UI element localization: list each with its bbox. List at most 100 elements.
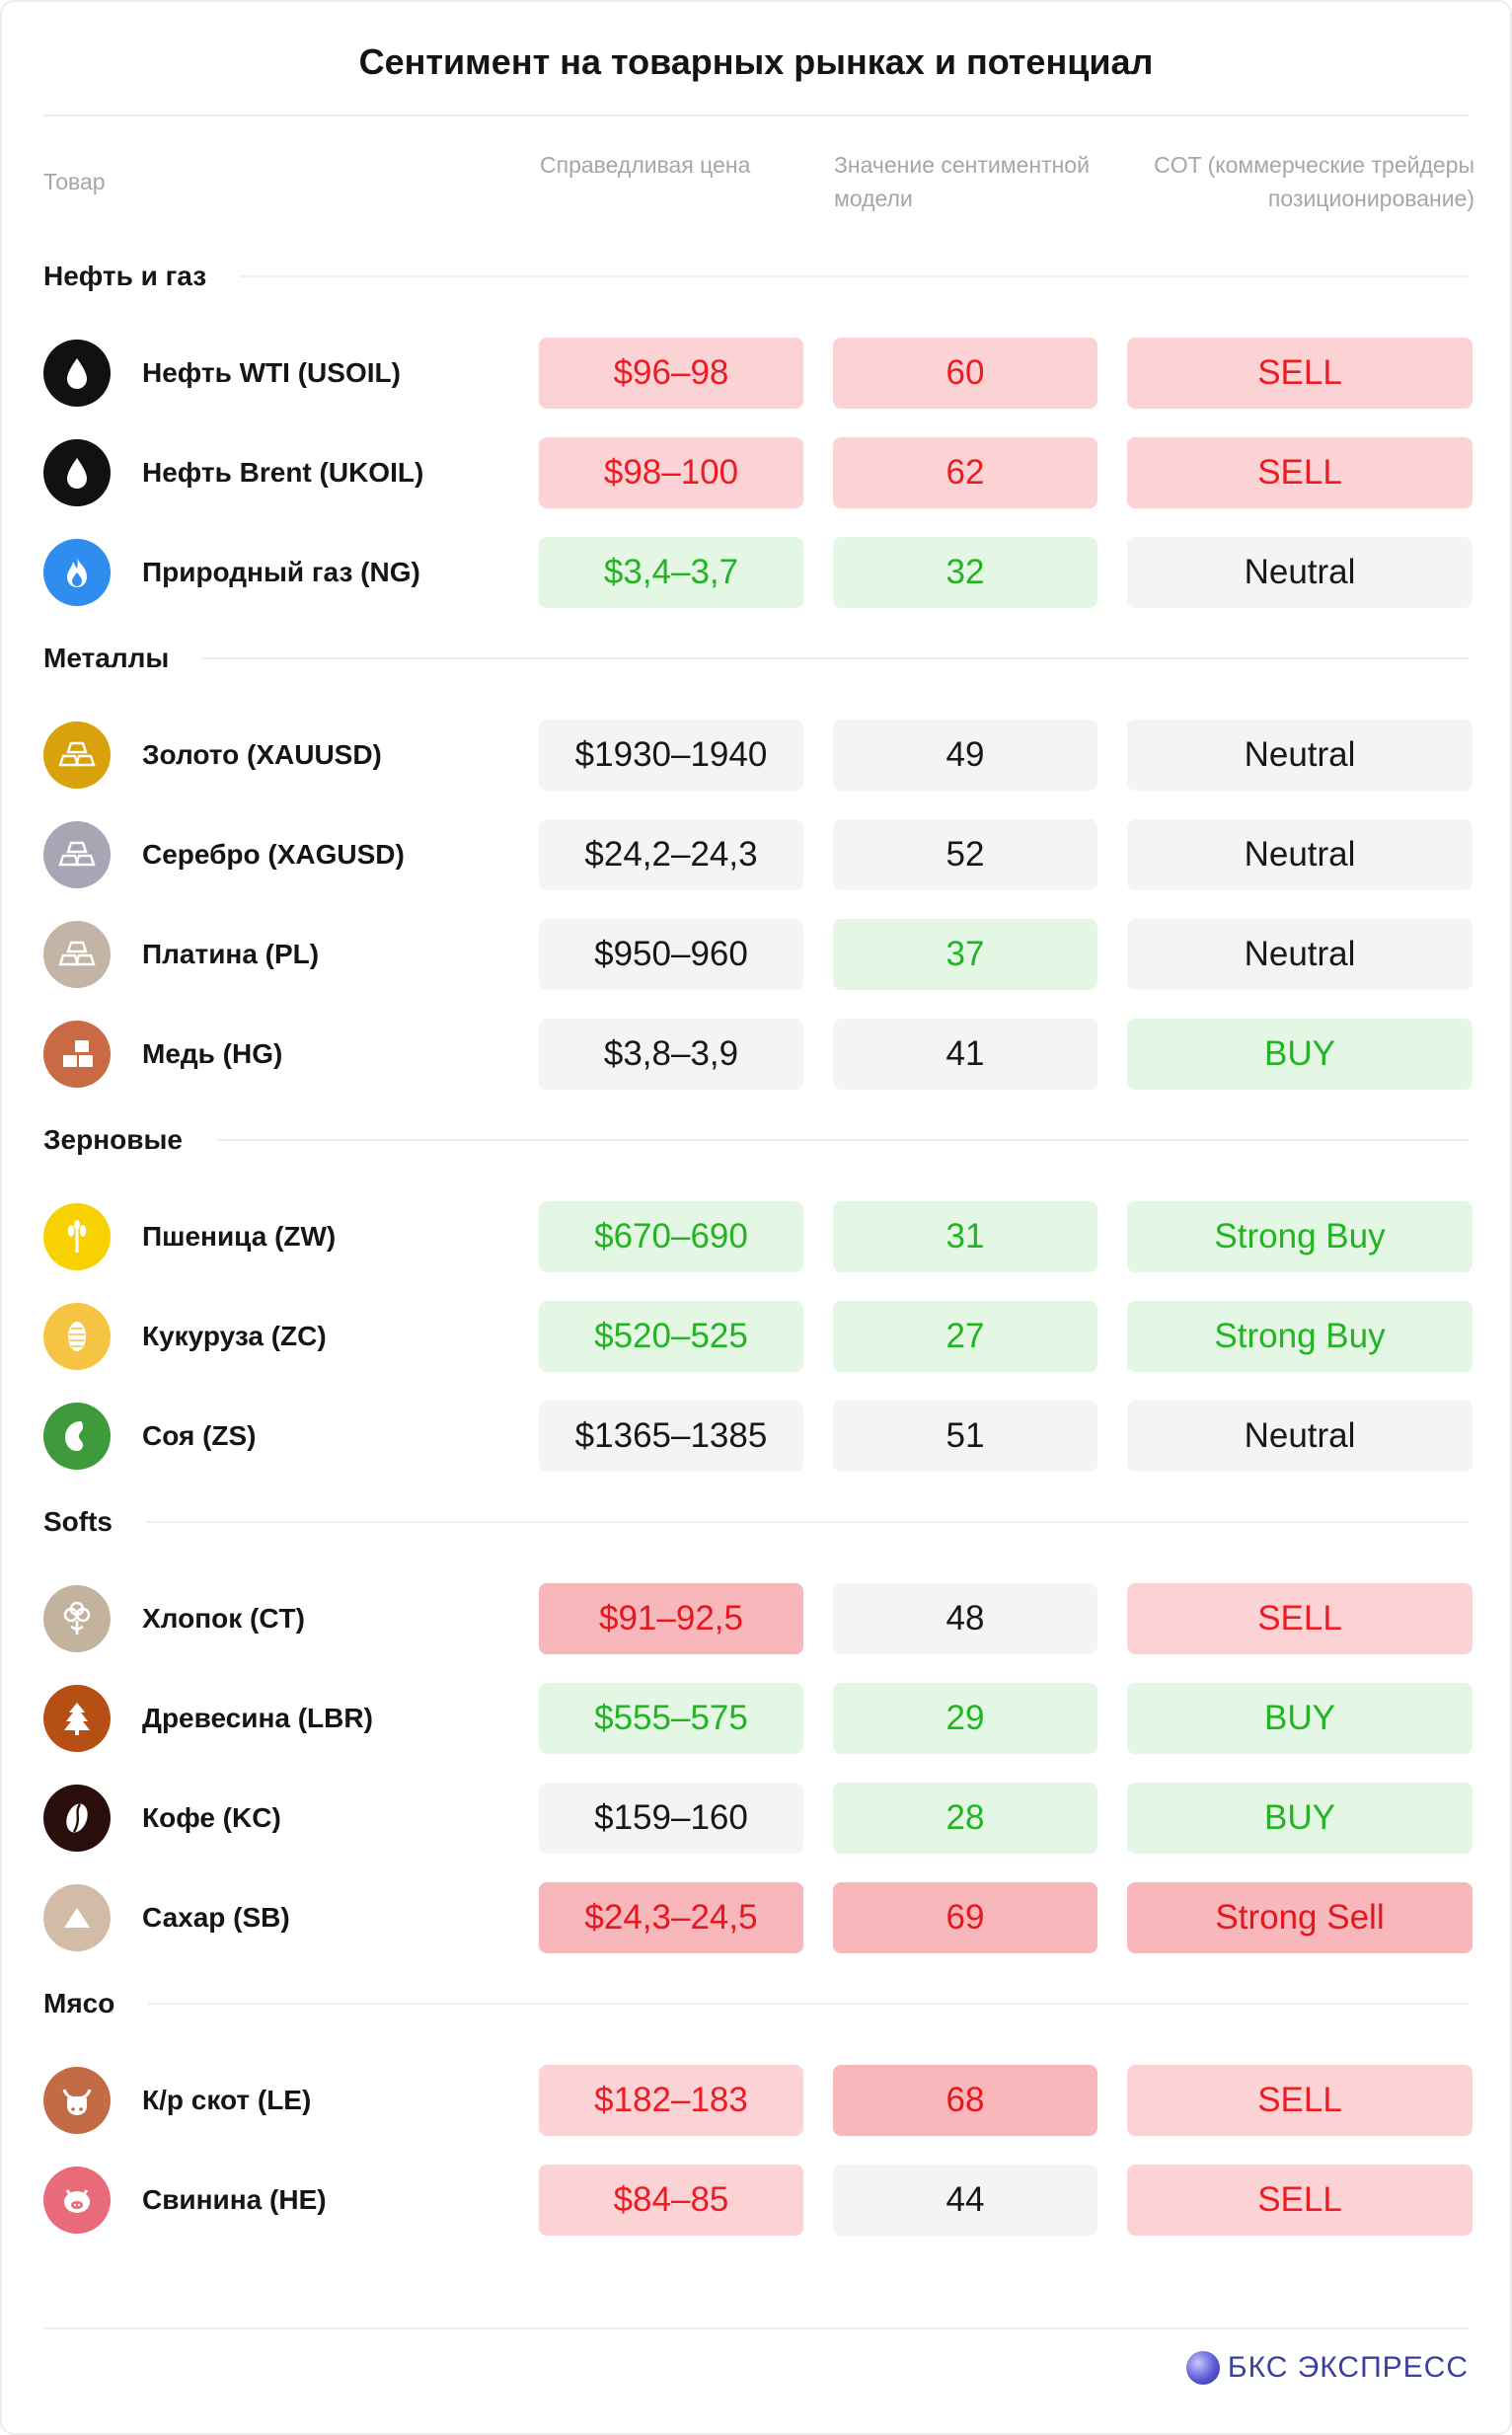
commodity-row: Кофе (KC) $159–160 28 BUY xyxy=(43,1783,1473,1854)
commodity-name: Золото (XAUUSD) xyxy=(142,739,382,770)
commodity-row: Платина (PL) $950–960 37 Neutral xyxy=(43,919,1473,990)
section-divider xyxy=(240,275,1469,277)
section-header: Softs xyxy=(43,1502,1469,1542)
fair-price-cell: $1930–1940 xyxy=(539,720,803,791)
section-header: Нефть и газ xyxy=(43,257,1469,296)
corn-icon xyxy=(43,1303,111,1370)
footer-divider xyxy=(43,2327,1469,2329)
commodity-name: К/р скот (LE) xyxy=(142,2085,312,2115)
cot-signal-cell: BUY xyxy=(1127,1783,1473,1854)
logo-mark-icon xyxy=(1185,2351,1220,2385)
fair-price-cell: $3,4–3,7 xyxy=(539,537,803,608)
silver-bars-icon xyxy=(43,821,111,888)
oil-drop-icon xyxy=(43,340,111,407)
sentiment-cell: 62 xyxy=(833,437,1097,508)
sentiment-cell: 31 xyxy=(833,1201,1097,1272)
page-title: Сентимент на товарных рынках и потенциал xyxy=(358,41,1154,82)
section-label: Нефть и газ xyxy=(43,261,207,291)
fair-price-cell: $159–160 xyxy=(539,1783,803,1854)
commodity-row: Свинина (HE) $84–85 44 SELL xyxy=(43,2165,1473,2236)
copper-blocks-icon xyxy=(43,1021,111,1088)
commodity-name: Платина (PL) xyxy=(142,939,320,969)
sentiment-cell: 52 xyxy=(833,819,1097,890)
cot-signal-cell: SELL xyxy=(1127,1583,1473,1654)
commodity-row: Хлопок (CT) $91–92,5 48 SELL xyxy=(43,1583,1473,1654)
fair-price-cell: $96–98 xyxy=(539,338,803,409)
cot-signal-cell: Neutral xyxy=(1127,537,1473,608)
commodity-name: Природный газ (NG) xyxy=(142,557,420,587)
title-divider xyxy=(43,114,1469,116)
sentiment-cell: 27 xyxy=(833,1301,1097,1372)
section-divider xyxy=(148,2003,1469,2005)
soybean-icon xyxy=(43,1403,111,1470)
fair-price-cell: $950–960 xyxy=(539,919,803,990)
sentiment-cell: 32 xyxy=(833,537,1097,608)
cot-signal-cell: Strong Buy xyxy=(1127,1301,1473,1372)
fair-price-cell: $555–575 xyxy=(539,1683,803,1754)
cot-signal-cell: Neutral xyxy=(1127,720,1473,791)
commodity-row: Нефть WTI (USOIL) $96–98 60 SELL xyxy=(43,338,1473,409)
commodity-name: Кукуруза (ZC) xyxy=(142,1321,327,1351)
section-header: Зерновые xyxy=(43,1120,1469,1160)
commodity-row: Медь (HG) $3,8–3,9 41 BUY xyxy=(43,1019,1473,1090)
fair-price-cell: $520–525 xyxy=(539,1301,803,1372)
commodity-name: Свинина (HE) xyxy=(142,2184,327,2215)
cot-signal-cell: Strong Sell xyxy=(1127,1882,1473,1953)
section-label: Зерновые xyxy=(43,1124,183,1155)
cot-signal-cell: BUY xyxy=(1127,1019,1473,1090)
fair-price-cell: $24,2–24,3 xyxy=(539,819,803,890)
sentiment-cell: 69 xyxy=(833,1882,1097,1953)
section-label: Металлы xyxy=(43,643,170,673)
fair-price-cell: $84–85 xyxy=(539,2165,803,2236)
cot-signal-cell: SELL xyxy=(1127,2165,1473,2236)
cot-signal-cell: Neutral xyxy=(1127,1401,1473,1472)
commodity-name: Нефть WTI (USOIL) xyxy=(142,357,401,388)
cot-signal-cell: SELL xyxy=(1127,338,1473,409)
sentiment-cell: 37 xyxy=(833,919,1097,990)
commodity-row: Древесина (LBR) $555–575 29 BUY xyxy=(43,1683,1473,1754)
section-label: Softs xyxy=(43,1506,113,1537)
commodity-row: Пшеница (ZW) $670–690 31 Strong Buy xyxy=(43,1201,1473,1272)
fair-price-cell: $1365–1385 xyxy=(539,1401,803,1472)
section-header: Мясо xyxy=(43,1984,1469,2023)
commodity-row: Золото (XAUUSD) $1930–1940 49 Neutral xyxy=(43,720,1473,791)
commodity-name: Серебро (XAGUSD) xyxy=(142,839,405,870)
fair-price-cell: $91–92,5 xyxy=(539,1583,803,1654)
section-label: Мясо xyxy=(43,1988,115,2018)
header-cot: COT (коммерческие трейдеры позиционирова… xyxy=(1154,152,1474,211)
oil-drop-icon xyxy=(43,439,111,506)
sentiment-cell: 44 xyxy=(833,2165,1097,2236)
flame-icon xyxy=(43,539,111,606)
commodity-name: Медь (HG) xyxy=(142,1038,283,1069)
commodity-row: Сахар (SB) $24,3–24,5 69 Strong Sell xyxy=(43,1882,1473,1953)
fair-price-cell: $3,8–3,9 xyxy=(539,1019,803,1090)
section-divider xyxy=(215,1139,1469,1141)
commodity-row: Соя (ZS) $1365–1385 51 Neutral xyxy=(43,1401,1473,1472)
fair-price-cell: $98–100 xyxy=(539,437,803,508)
sentiment-cell: 28 xyxy=(833,1783,1097,1854)
cot-signal-cell: SELL xyxy=(1127,437,1473,508)
commodity-row: К/р скот (LE) $182–183 68 SELL xyxy=(43,2065,1473,2136)
commodity-row: Нефть Brent (UKOIL) $98–100 62 SELL xyxy=(43,437,1473,508)
fair-price-cell: $182–183 xyxy=(539,2065,803,2136)
cot-signal-cell: Neutral xyxy=(1127,819,1473,890)
cotton-icon xyxy=(43,1585,111,1652)
bcs-express-logo: БКС ЭКСПРЕСС xyxy=(1185,2351,1469,2385)
cot-signal-cell: BUY xyxy=(1127,1683,1473,1754)
cot-signal-cell: Strong Buy xyxy=(1127,1201,1473,1272)
sentiment-cell: 41 xyxy=(833,1019,1097,1090)
commodity-name: Древесина (LBR) xyxy=(142,1703,373,1733)
commodity-name: Хлопок (CT) xyxy=(142,1603,305,1634)
commodity-row: Кукуруза (ZC) $520–525 27 Strong Buy xyxy=(43,1301,1473,1372)
coffee-bean-icon xyxy=(43,1785,111,1852)
commodity-name: Нефть Brent (UKOIL) xyxy=(142,457,424,488)
wheat-icon xyxy=(43,1203,111,1270)
sentiment-cell: 48 xyxy=(833,1583,1097,1654)
header-sentiment: Значение сентиментной модели xyxy=(834,152,1090,211)
gold-bars-icon xyxy=(43,722,111,789)
commodity-name: Сахар (SB) xyxy=(142,1902,290,1933)
cow-icon xyxy=(43,2067,111,2134)
cot-signal-cell: Neutral xyxy=(1127,919,1473,990)
sentiment-cell: 49 xyxy=(833,720,1097,791)
